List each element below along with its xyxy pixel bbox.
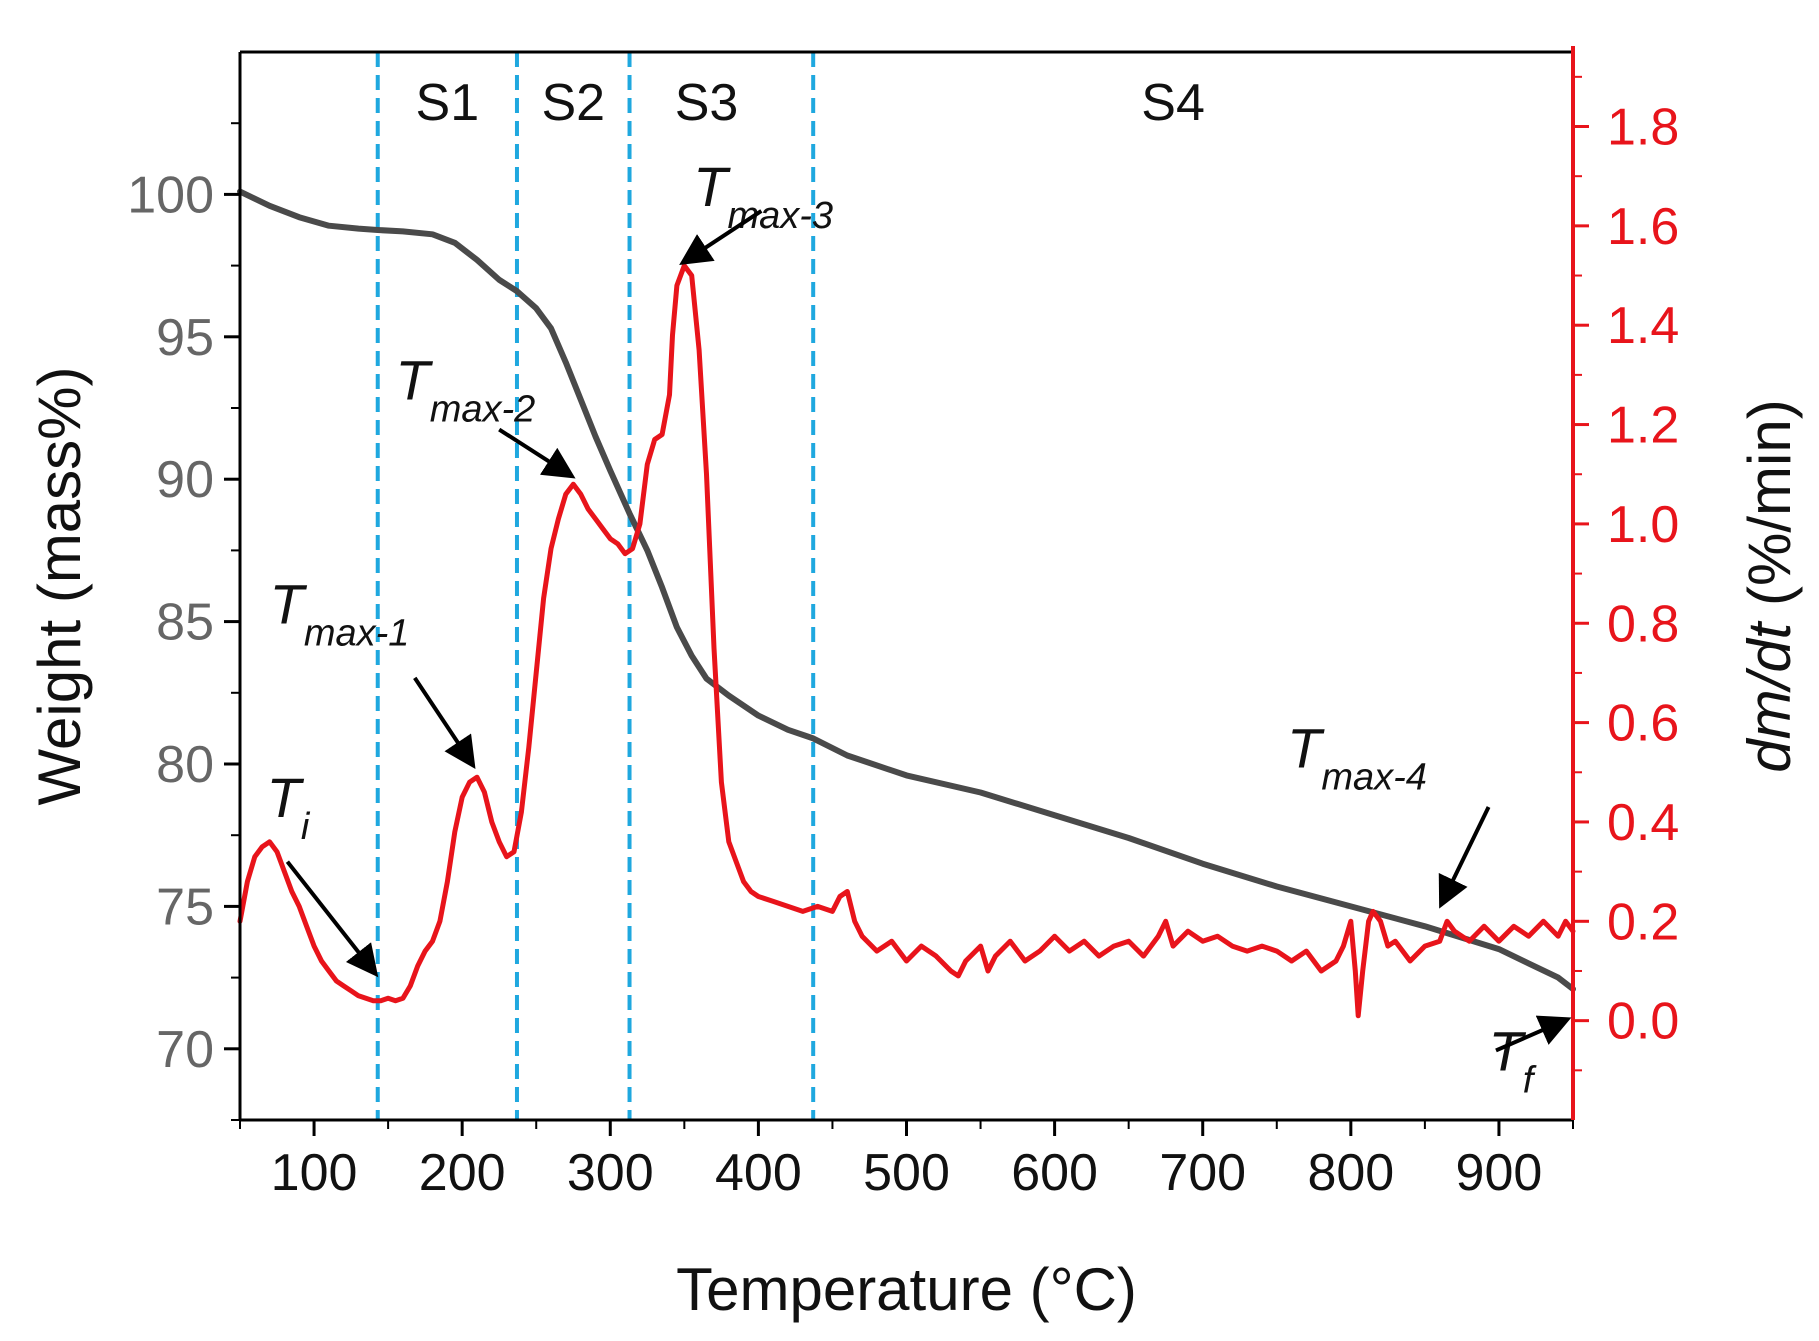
y-right-tick-label: 0.4 [1607, 794, 1679, 852]
stage-label: S3 [675, 74, 739, 132]
annotation-subscript: max-2 [430, 389, 536, 431]
series-line-dmdt [237, 263, 1576, 1019]
x-tick-label: 100 [271, 1144, 358, 1202]
annotation-base: T [1489, 1019, 1527, 1082]
annotation-subscript: f [1523, 1059, 1537, 1101]
y-right-tick-label: 1.6 [1607, 198, 1679, 256]
annotation-subscript: i [301, 806, 311, 848]
x-tick-label: 500 [863, 1144, 950, 1202]
y-right-tick-label: 0.8 [1607, 595, 1679, 653]
stage-label: S2 [541, 74, 605, 132]
y-right-tick-label: 0.2 [1607, 893, 1679, 951]
annotation-base: T [1287, 716, 1325, 779]
annotation-arrow-tmax1 [413, 676, 476, 770]
stage-label: S1 [416, 74, 480, 132]
x-tick-label: 600 [1011, 1144, 1098, 1202]
annotation-arrow-ti [285, 860, 379, 978]
y-right-tick-label: 1.2 [1607, 397, 1679, 455]
annotation-base: T [270, 572, 308, 635]
annotation-base: T [693, 155, 731, 218]
y-left-tick-label: 95 [156, 309, 214, 367]
annotation-arrow-tf [1495, 1015, 1572, 1053]
annotation-arrow-tmax2 [498, 427, 576, 479]
y-left-tick-label: 100 [127, 166, 214, 224]
y-left-axis-title: Weight (mass%) [26, 367, 93, 806]
y-right-axis-title: dm/dt (%/min) [1736, 399, 1803, 772]
annotation-base: T [396, 349, 434, 412]
y-right-axis-title-unit: (%/min) [1736, 399, 1803, 622]
annotation-tmax3: Tmax-3 [693, 155, 833, 237]
annotation-subscript: max-4 [1321, 756, 1427, 798]
annotation-tmax4: Tmax-4 [1287, 716, 1427, 798]
annotation-base: T [267, 766, 305, 829]
x-tick-label: 800 [1307, 1144, 1394, 1202]
y-left-tick-label: 70 [156, 1021, 214, 1079]
annotation-tf: Tf [1489, 1019, 1537, 1101]
annotation-tmax2: Tmax-2 [396, 349, 536, 431]
annotation-arrow-tmax3 [679, 209, 763, 266]
annotation-subscript: max-1 [304, 612, 410, 654]
x-tick-label: 700 [1159, 1144, 1246, 1202]
annotation-tmax1: Tmax-1 [270, 572, 410, 654]
y-left-tick-label: 85 [156, 594, 214, 652]
x-tick-label: 900 [1456, 1144, 1543, 1202]
series-line-weight [237, 188, 1576, 992]
y-right-axis-title-italic: dm/dt [1736, 620, 1803, 772]
x-tick-label: 200 [419, 1144, 506, 1202]
y-right-tick-label: 0.6 [1607, 695, 1679, 753]
stage-label: S4 [1141, 74, 1205, 132]
y-right-tick-label: 0.0 [1607, 993, 1679, 1051]
x-tick-label: 300 [567, 1144, 654, 1202]
annotation-subscript: max-3 [727, 195, 833, 237]
x-axis-title: Temperature (°C) [676, 1256, 1137, 1323]
y-left-tick-label: 75 [156, 878, 214, 936]
annotation-arrow-tmax4 [1438, 806, 1491, 909]
y-left-tick-label: 80 [156, 736, 214, 794]
y-right-tick-label: 1.0 [1607, 496, 1679, 554]
y-left-tick-label: 90 [156, 451, 214, 509]
y-right-tick-label: 1.8 [1607, 99, 1679, 157]
x-tick-label: 400 [715, 1144, 802, 1202]
y-right-tick-label: 1.4 [1607, 297, 1679, 355]
annotation-ti: Ti [267, 766, 311, 848]
